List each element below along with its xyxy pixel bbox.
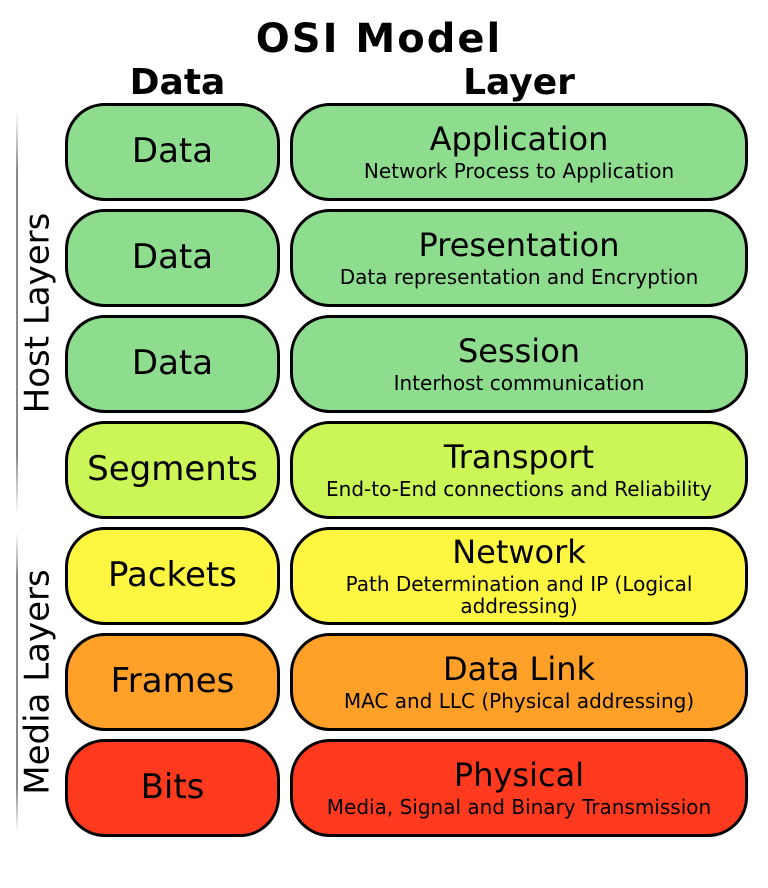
data-pill-datalink: Frames: [65, 633, 280, 731]
data-label: Frames: [111, 663, 235, 700]
layer-name: Network: [452, 535, 586, 570]
group-label-host: Host Layers: [18, 213, 58, 414]
layer-desc: MAC and LLC (Physical addressing): [344, 690, 694, 712]
layer-pill-network: Network Path Determination and IP (Logic…: [290, 527, 748, 625]
layer-name: Physical: [454, 758, 584, 793]
layer-row-datalink: Frames Data Link MAC and LLC (Physical a…: [65, 633, 748, 731]
layer-row-transport: Segments Transport End-to-End connection…: [65, 421, 748, 519]
layer-row-physical: Bits Physical Media, Signal and Binary T…: [65, 739, 748, 837]
diagram-title: OSI Model: [10, 16, 748, 62]
data-pill-application: Data: [65, 103, 280, 201]
layer-row-network: Packets Network Path Determination and I…: [65, 527, 748, 625]
layer-rows: Data Application Network Process to Appl…: [65, 103, 748, 841]
layer-row-presentation: Data Presentation Data representation an…: [65, 209, 748, 307]
column-headers: Data Layer: [65, 62, 748, 103]
layer-pill-application: Application Network Process to Applicati…: [290, 103, 748, 201]
layer-desc: Network Process to Application: [364, 160, 674, 182]
data-pill-physical: Bits: [65, 739, 280, 837]
layer-desc: Data representation and Encryption: [340, 266, 699, 288]
layer-name: Session: [458, 334, 580, 369]
osi-model-diagram: OSI Model Data Layer Host Layers Media L…: [0, 0, 768, 861]
group-media-layers: Media Layers: [10, 523, 65, 841]
layer-pill-session: Session Interhost communication: [290, 315, 748, 413]
layer-name: Data Link: [443, 652, 595, 687]
data-pill-transport: Segments: [65, 421, 280, 519]
layer-desc: Path Determination and IP (Logical addre…: [303, 573, 735, 617]
layer-name: Presentation: [419, 228, 620, 263]
header-data: Data: [65, 62, 290, 103]
layer-desc: End-to-End connections and Reliability: [326, 478, 712, 500]
group-labels-column: Host Layers Media Layers: [10, 103, 65, 841]
data-label: Packets: [108, 557, 237, 594]
layer-pill-transport: Transport End-to-End connections and Rel…: [290, 421, 748, 519]
layer-row-application: Data Application Network Process to Appl…: [65, 103, 748, 201]
data-label: Bits: [141, 769, 205, 806]
data-pill-presentation: Data: [65, 209, 280, 307]
layer-name: Transport: [444, 440, 594, 475]
layer-name: Application: [430, 122, 609, 157]
layer-row-session: Data Session Interhost communication: [65, 315, 748, 413]
header-layer: Layer: [290, 62, 748, 103]
layer-pill-presentation: Presentation Data representation and Enc…: [290, 209, 748, 307]
data-label: Data: [132, 133, 213, 170]
group-host-layers: Host Layers: [10, 103, 65, 523]
data-pill-session: Data: [65, 315, 280, 413]
layer-pill-datalink: Data Link MAC and LLC (Physical addressi…: [290, 633, 748, 731]
layer-desc: Media, Signal and Binary Transmission: [327, 796, 711, 818]
data-label: Data: [132, 345, 213, 382]
layer-pill-physical: Physical Media, Signal and Binary Transm…: [290, 739, 748, 837]
diagram-body: Host Layers Media Layers Data Applicatio…: [10, 103, 748, 841]
data-pill-network: Packets: [65, 527, 280, 625]
group-label-media: Media Layers: [18, 569, 58, 794]
data-label: Segments: [87, 451, 258, 488]
layer-desc: Interhost communication: [394, 372, 645, 394]
data-label: Data: [132, 239, 213, 276]
